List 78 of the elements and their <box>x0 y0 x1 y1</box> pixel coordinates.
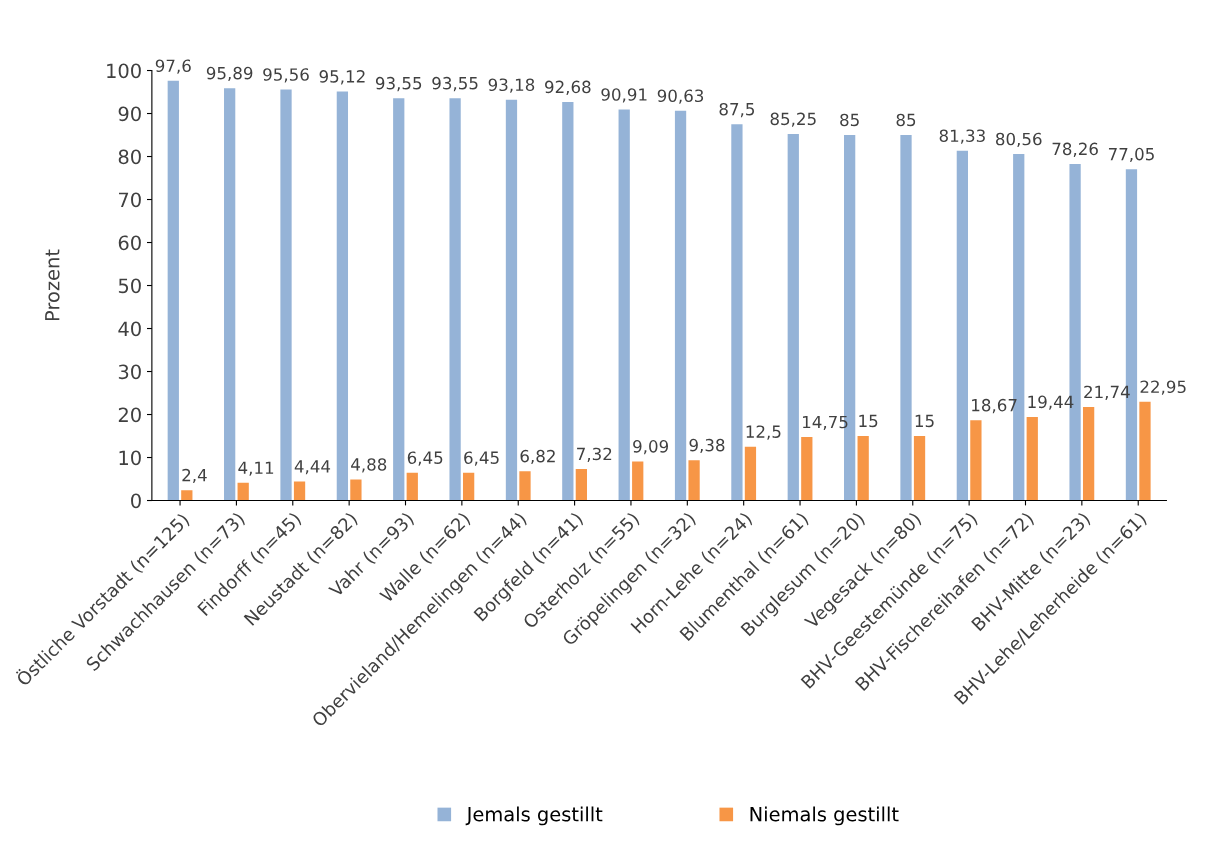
data-label: 90,91 <box>601 88 647 103</box>
data-label: 95,12 <box>319 70 365 85</box>
data-label: 87,5 <box>719 102 755 118</box>
bar <box>350 479 362 501</box>
bar <box>900 135 912 501</box>
data-label: 93,55 <box>432 76 478 92</box>
bar <box>280 89 292 501</box>
y-tick-label: 70 <box>119 192 141 208</box>
y-tick-label: 30 <box>118 364 141 380</box>
data-label: 6,45 <box>407 451 443 466</box>
y-tick-label: 60 <box>118 235 141 251</box>
bar <box>1139 401 1151 501</box>
bar <box>632 461 644 501</box>
data-label: 93,55 <box>375 76 422 92</box>
data-label: 22,95 <box>1140 380 1186 395</box>
data-label: 12,5 <box>746 425 781 440</box>
bar <box>393 98 405 501</box>
y-tick-label: 10 <box>119 450 141 466</box>
data-label: 6,45 <box>464 451 499 466</box>
bar <box>618 109 630 501</box>
data-label: 85 <box>896 113 916 127</box>
data-label: 4,88 <box>351 458 387 473</box>
data-label: 85 <box>840 113 859 127</box>
bar <box>744 446 757 501</box>
bar <box>688 460 700 501</box>
legend-label: Jemals gestillt <box>465 806 603 826</box>
y-tick-label: 0 <box>131 493 141 509</box>
bar <box>913 436 926 501</box>
bar <box>406 472 418 501</box>
data-label: 6,82 <box>520 449 555 465</box>
y-tick-label: 40 <box>118 321 141 337</box>
y-tick-label: 90 <box>118 106 141 122</box>
data-label: 15 <box>859 414 878 428</box>
bar <box>970 420 982 501</box>
data-label: 97,6 <box>155 59 191 74</box>
data-label: 95,56 <box>263 68 309 83</box>
data-label: 80,56 <box>996 132 1042 148</box>
data-label: 9,38 <box>689 438 725 454</box>
bar <box>801 437 813 501</box>
data-label: 4,11 <box>238 461 274 476</box>
y-tick-label: 20 <box>118 407 141 423</box>
data-label: 85,25 <box>770 112 816 127</box>
bar <box>293 481 306 501</box>
data-label: 90,63 <box>657 89 704 104</box>
bar <box>336 91 349 501</box>
bar <box>224 88 236 501</box>
y-tick-label: 50 <box>118 278 141 294</box>
data-label: 4,44 <box>294 460 331 475</box>
data-label: 7,32 <box>577 447 612 462</box>
bar <box>237 482 249 501</box>
bar <box>449 98 461 501</box>
bar <box>575 469 587 501</box>
bar <box>181 490 193 501</box>
data-label: 95,89 <box>206 66 253 82</box>
data-label: 9,09 <box>633 440 669 455</box>
y-tick-label: 100 <box>107 63 141 79</box>
data-label: 78,26 <box>1052 142 1098 157</box>
data-label: 81,33 <box>939 129 985 144</box>
y-axis-title: Prozent <box>45 249 60 321</box>
data-label: 92,68 <box>545 80 591 95</box>
data-label: 15 <box>915 414 934 428</box>
bar <box>787 133 799 501</box>
data-label: 93,18 <box>488 78 535 93</box>
data-label: 2,4 <box>182 468 207 484</box>
bar <box>956 150 968 501</box>
bar <box>463 472 475 501</box>
bar <box>731 124 743 501</box>
bar <box>167 80 179 501</box>
bar <box>1082 407 1095 501</box>
legend-label: Niemals gestillt <box>750 806 899 826</box>
bar <box>562 102 574 501</box>
bar <box>1026 416 1038 501</box>
y-tick-label: 80 <box>118 149 141 165</box>
bar <box>857 436 869 501</box>
bar <box>505 99 518 501</box>
bar <box>674 110 687 501</box>
data-label: 77,05 <box>1108 147 1154 163</box>
bar <box>519 471 531 501</box>
